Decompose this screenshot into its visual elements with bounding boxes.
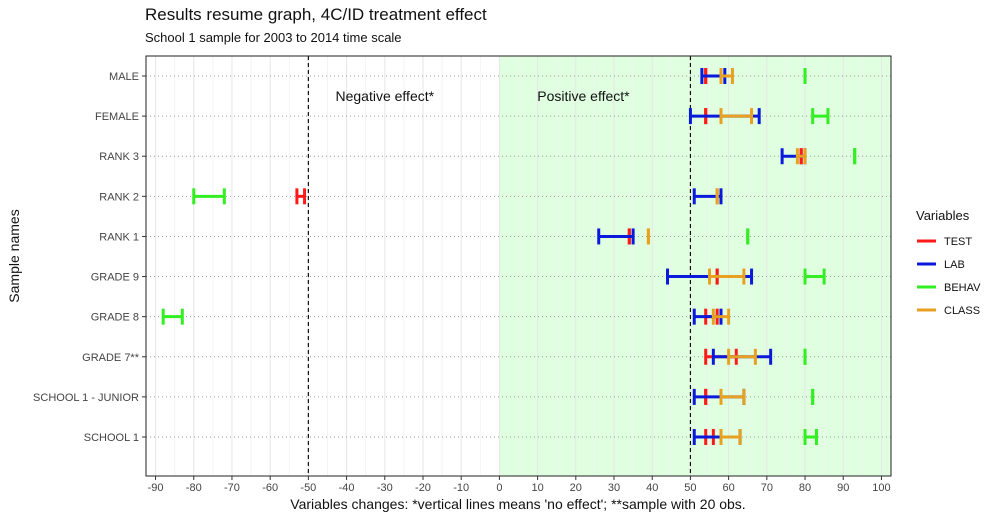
y-axis-title: Sample names xyxy=(6,209,22,302)
y-tick-label: FEMALE xyxy=(95,111,139,123)
errorbar-class xyxy=(719,388,746,405)
y-tick-label: RANK 1 xyxy=(99,231,139,243)
errorbar-lab xyxy=(597,228,635,245)
x-tick-label: 50 xyxy=(684,482,696,494)
y-tick-label: GRADE 8 xyxy=(91,312,139,324)
reference-lines xyxy=(307,56,692,476)
legend-label-class: CLASS xyxy=(944,305,980,317)
errorbar-class xyxy=(708,268,746,285)
annotations: Negative effect* Positive effect* xyxy=(335,88,630,104)
errorbar-class xyxy=(727,348,757,365)
x-tick-label: 60 xyxy=(723,482,735,494)
x-tick-label: 40 xyxy=(646,482,658,494)
chart-title: Results resume graph, 4C/ID treatment ef… xyxy=(145,5,487,24)
positive-effect-region xyxy=(499,56,891,476)
x-tick-label: -70 xyxy=(224,482,240,494)
x-tick-label: 80 xyxy=(799,482,811,494)
x-tick-label: -20 xyxy=(415,482,431,494)
x-tick-label: -30 xyxy=(377,482,393,494)
shaded-region xyxy=(499,56,891,476)
y-tick-label: SCHOOL 1 - JUNIOR xyxy=(33,392,139,404)
x-tick-label: 100 xyxy=(872,482,890,494)
plot-frame xyxy=(145,55,892,477)
x-tick-label: -80 xyxy=(186,482,202,494)
legend-label-test: TEST xyxy=(944,236,972,248)
errorbar-class xyxy=(719,429,742,445)
x-tick-label: -50 xyxy=(300,482,316,494)
errorbar-class xyxy=(719,108,754,125)
x-tick-label: -40 xyxy=(339,482,355,494)
y-axis: MALE FEMALE RANK 3 RANK 2 RANK 1 GRADE 9 GRADE… xyxy=(33,71,146,444)
x-tick-label: -10 xyxy=(453,482,469,494)
y-tick-label: GRADE 7** xyxy=(82,352,140,364)
y-tick-label: SCHOOL 1 xyxy=(84,432,139,444)
errorbar-behav xyxy=(803,429,818,445)
legend-label-lab: LAB xyxy=(944,259,965,271)
legend-title: Variables xyxy=(916,208,970,223)
plot-border xyxy=(145,55,892,477)
legend: Variables TEST LAB BEHAV CLASS xyxy=(916,208,981,317)
x-axis-title: Variables changes: *vertical lines means… xyxy=(290,496,745,512)
x-tick-label: 0 xyxy=(496,482,502,494)
x-tick-label: -90 xyxy=(148,482,164,494)
errorbar-test xyxy=(295,188,307,205)
legend-label-behav: BEHAV xyxy=(944,282,981,294)
x-tick-label: 30 xyxy=(608,482,620,494)
y-tick-label: RANK 3 xyxy=(99,151,139,163)
errorbar-behav xyxy=(192,188,226,205)
x-axis: -90 -80 -70 -60 -50 -40 -30 -20 -10 0 10 20 30 40 50 60… xyxy=(148,476,891,494)
x-tick-label: 70 xyxy=(761,482,773,494)
error-bars xyxy=(161,68,857,445)
y-tick-label: RANK 2 xyxy=(99,191,139,203)
negative-effect-label: Negative effect* xyxy=(335,88,434,104)
positive-effect-label: Positive effect* xyxy=(537,88,630,104)
x-tick-label: 90 xyxy=(837,482,849,494)
errorbar-behav xyxy=(803,268,826,285)
y-tick-label: GRADE 9 xyxy=(91,272,139,284)
chart-subtitle: School 1 sample for 2003 to 2014 time sc… xyxy=(145,30,402,45)
errorbar-class xyxy=(719,68,734,84)
x-tick-label: -60 xyxy=(262,482,278,494)
y-tick-label: MALE xyxy=(109,71,139,83)
x-tick-label: 20 xyxy=(570,482,582,494)
x-tick-label: 10 xyxy=(531,482,543,494)
errorbar-class xyxy=(711,308,731,325)
errorbar-behav xyxy=(811,108,830,125)
errorbar-behav xyxy=(161,308,184,325)
errorbar-class xyxy=(795,148,807,165)
